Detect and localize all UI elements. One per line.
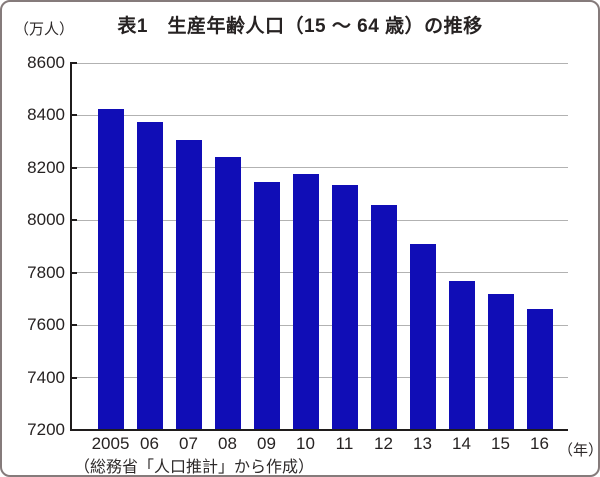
- y-tick-label: 8200: [27, 157, 65, 177]
- x-tick-label: 14: [452, 434, 471, 453]
- y-axis-tick: [71, 376, 77, 379]
- bar: [409, 243, 436, 430]
- gridline: [71, 219, 568, 221]
- y-axis-unit-label: （万人）: [14, 21, 75, 38]
- x-tick-label: 06: [140, 434, 159, 453]
- y-axis-tick: [71, 166, 77, 169]
- x-axis-unit-label: （年）: [558, 442, 600, 459]
- x-tick-label: 2005: [91, 434, 130, 453]
- y-axis-tick: [71, 219, 77, 222]
- y-axis-tick: [71, 324, 77, 327]
- gridline: [71, 272, 568, 274]
- bar: [97, 108, 124, 430]
- x-tick-label: 07: [179, 434, 198, 453]
- bar: [292, 174, 319, 430]
- y-axis-tick: [71, 62, 77, 64]
- gridline: [71, 324, 568, 326]
- x-tick-label: 09: [257, 434, 276, 453]
- x-tick-label: 08: [218, 434, 237, 453]
- bar: [214, 157, 241, 430]
- source-note: （総務省「人口推計」から作成）: [74, 459, 315, 476]
- gridline: [71, 167, 568, 169]
- y-tick-label: 8400: [27, 105, 65, 125]
- x-tick-label: 10: [296, 434, 315, 453]
- bar: [526, 309, 553, 430]
- bar: [253, 182, 280, 430]
- y-tick-label: 7800: [27, 262, 65, 282]
- x-tick-label: 16: [530, 434, 549, 453]
- y-axis-line: [70, 62, 72, 431]
- y-tick-label: 8000: [27, 210, 65, 230]
- bar: [487, 293, 514, 430]
- bar: [331, 184, 358, 430]
- bar: [136, 121, 163, 430]
- x-tick-label: 12: [374, 434, 393, 453]
- x-axis-line: [70, 429, 568, 431]
- y-tick-label: 7600: [27, 315, 65, 335]
- y-axis-tick: [71, 271, 77, 274]
- bar: [370, 204, 397, 430]
- x-tick-label: 15: [491, 434, 510, 453]
- y-axis-tick: [71, 114, 77, 117]
- x-tick-label: 13: [413, 434, 432, 453]
- chart-title: 表1 生産年齢人口（15 ～ 64 歳）の推移: [117, 16, 483, 37]
- x-tick-label: 11: [335, 434, 354, 453]
- y-tick-label: 8600: [27, 53, 65, 72]
- gridline: [71, 114, 568, 116]
- y-tick-label: 7200: [27, 420, 65, 439]
- bar: [175, 140, 202, 430]
- bar: [448, 280, 475, 430]
- gridline: [71, 62, 568, 64]
- gridline: [71, 377, 568, 379]
- y-tick-label: 7400: [27, 367, 65, 387]
